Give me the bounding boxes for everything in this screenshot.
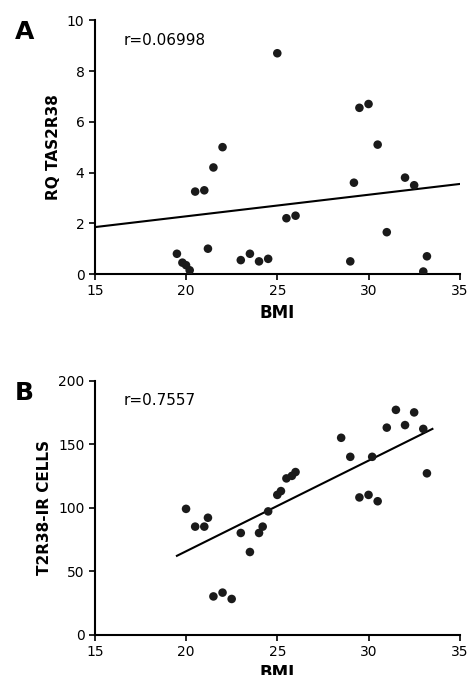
Point [419, 266, 427, 277]
Point [228, 593, 236, 604]
Point [201, 185, 208, 196]
Point [392, 404, 400, 415]
Point [201, 521, 208, 532]
Point [356, 103, 363, 113]
Point [237, 254, 245, 265]
Text: r=0.06998: r=0.06998 [124, 33, 206, 48]
Text: r=0.7557: r=0.7557 [124, 394, 196, 408]
Point [273, 489, 281, 500]
Point [179, 257, 186, 268]
Point [346, 452, 354, 462]
Point [365, 489, 372, 500]
Point [219, 142, 227, 153]
Point [182, 260, 190, 271]
Point [337, 433, 345, 443]
Point [186, 265, 193, 275]
Point [246, 248, 254, 259]
Point [350, 178, 358, 188]
Point [204, 243, 212, 254]
Point [182, 504, 190, 514]
Point [419, 423, 427, 434]
Point [374, 139, 382, 150]
Point [277, 486, 285, 497]
Point [292, 211, 300, 221]
X-axis label: BMI: BMI [260, 304, 295, 322]
Text: B: B [15, 381, 34, 405]
Point [273, 48, 281, 59]
Point [383, 227, 391, 238]
Point [365, 99, 372, 109]
Point [246, 547, 254, 558]
Point [383, 423, 391, 433]
Point [368, 452, 376, 462]
Y-axis label: RQ TAS2R38: RQ TAS2R38 [46, 95, 61, 200]
Point [423, 468, 431, 479]
Point [219, 587, 227, 598]
Point [410, 407, 418, 418]
Point [210, 162, 217, 173]
Y-axis label: T2R38-IR CELLS: T2R38-IR CELLS [37, 440, 53, 575]
Point [204, 512, 212, 523]
Point [191, 186, 199, 197]
Point [401, 420, 409, 431]
Point [173, 248, 181, 259]
Point [356, 492, 363, 503]
Point [410, 180, 418, 190]
Point [292, 466, 300, 477]
Point [283, 213, 290, 223]
Text: A: A [15, 20, 34, 45]
Point [264, 506, 272, 517]
Point [288, 470, 296, 481]
Point [255, 256, 263, 267]
Point [210, 591, 217, 602]
Point [255, 528, 263, 539]
Point [264, 253, 272, 264]
Point [191, 521, 199, 532]
Point [346, 256, 354, 267]
Point [401, 172, 409, 183]
X-axis label: BMI: BMI [260, 664, 295, 675]
Point [374, 496, 382, 507]
Point [259, 521, 266, 532]
Point [283, 473, 290, 484]
Point [237, 528, 245, 539]
Point [423, 251, 431, 262]
